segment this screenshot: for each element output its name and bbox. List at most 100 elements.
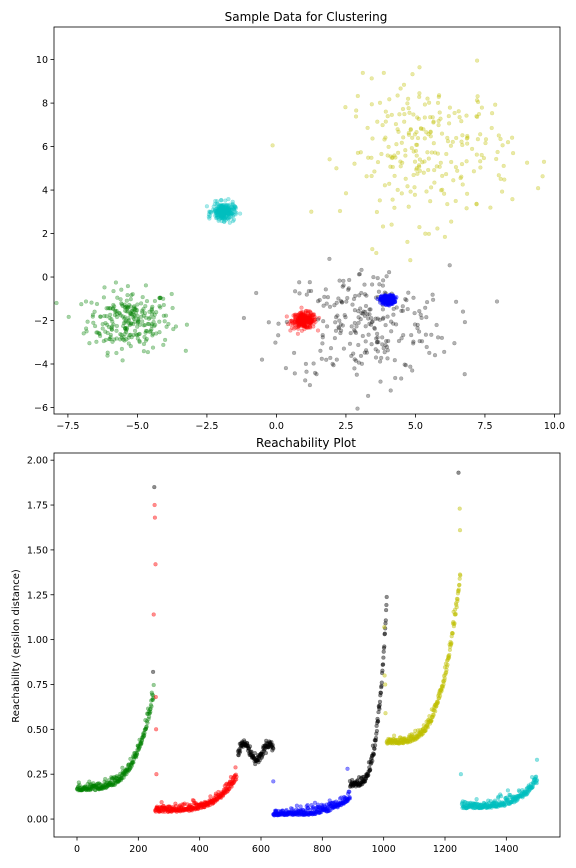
data-point bbox=[307, 309, 313, 314]
y-tick-label: 1.50 bbox=[27, 545, 48, 556]
data-point bbox=[299, 324, 304, 329]
data-point bbox=[306, 315, 311, 320]
data-point bbox=[302, 321, 307, 326]
data-point bbox=[154, 331, 159, 336]
reachability-point bbox=[454, 605, 459, 610]
data-point bbox=[316, 299, 321, 304]
reachability-point bbox=[345, 766, 350, 771]
data-point bbox=[106, 306, 111, 311]
data-point bbox=[464, 159, 469, 164]
data-point bbox=[411, 295, 416, 300]
data-point bbox=[459, 162, 465, 167]
data-point bbox=[293, 323, 298, 328]
data-point bbox=[128, 332, 133, 337]
reachability-point bbox=[252, 750, 257, 756]
data-point bbox=[300, 320, 305, 325]
data-point bbox=[110, 339, 115, 344]
data-point bbox=[370, 319, 375, 324]
data-point bbox=[341, 283, 346, 288]
data-point bbox=[289, 318, 294, 323]
data-point bbox=[438, 160, 443, 165]
data-point bbox=[302, 316, 307, 321]
data-point bbox=[131, 309, 136, 315]
data-point bbox=[122, 316, 127, 321]
data-point bbox=[400, 308, 405, 313]
data-point bbox=[498, 136, 503, 142]
data-point bbox=[382, 183, 387, 188]
data-point bbox=[460, 309, 466, 314]
y-tick-label: 0.50 bbox=[27, 725, 48, 736]
reachability-point bbox=[383, 682, 388, 687]
data-point bbox=[346, 287, 351, 292]
data-point bbox=[399, 140, 404, 145]
data-point bbox=[321, 319, 326, 324]
data-point bbox=[170, 305, 175, 311]
data-point bbox=[381, 315, 386, 320]
y-tick-label: −6 bbox=[34, 403, 48, 414]
data-point bbox=[406, 204, 411, 209]
data-point bbox=[387, 298, 392, 303]
axes-frame bbox=[53, 26, 561, 415]
data-point bbox=[303, 313, 308, 318]
data-point bbox=[455, 168, 460, 173]
data-point bbox=[302, 314, 308, 319]
data-point bbox=[306, 313, 312, 318]
data-point bbox=[454, 135, 459, 141]
data-point bbox=[333, 320, 338, 325]
data-point bbox=[84, 329, 89, 334]
data-point bbox=[297, 322, 302, 327]
data-point bbox=[140, 295, 145, 300]
data-point bbox=[301, 312, 306, 317]
data-point bbox=[385, 114, 390, 119]
data-point bbox=[302, 323, 307, 328]
data-point bbox=[123, 305, 128, 310]
data-point bbox=[149, 327, 154, 332]
data-point bbox=[302, 318, 308, 323]
data-point bbox=[321, 303, 326, 308]
data-point bbox=[475, 58, 480, 63]
data-point bbox=[143, 328, 149, 333]
data-point bbox=[379, 293, 385, 298]
data-point bbox=[141, 341, 147, 347]
data-point bbox=[414, 166, 419, 171]
data-point bbox=[359, 361, 364, 366]
data-point bbox=[301, 322, 306, 327]
data-point bbox=[129, 335, 134, 340]
data-point bbox=[107, 315, 112, 321]
reachability-point bbox=[377, 699, 383, 704]
data-point bbox=[394, 305, 399, 310]
data-point bbox=[296, 321, 301, 326]
data-point bbox=[148, 315, 153, 320]
data-point bbox=[291, 313, 296, 318]
data-point bbox=[309, 318, 314, 323]
data-point bbox=[305, 318, 310, 323]
data-point bbox=[460, 133, 465, 138]
reachability-point bbox=[534, 778, 540, 783]
data-point bbox=[386, 297, 392, 302]
x-tick-label: 5.0 bbox=[408, 421, 423, 432]
data-point bbox=[383, 343, 388, 348]
data-point bbox=[299, 313, 304, 318]
data-point bbox=[299, 322, 304, 327]
data-point bbox=[360, 311, 365, 316]
data-point bbox=[304, 292, 309, 297]
data-point bbox=[382, 290, 387, 295]
data-point bbox=[299, 315, 304, 320]
x-tick-label: 400 bbox=[191, 844, 209, 855]
data-point bbox=[171, 327, 176, 332]
data-point bbox=[374, 209, 379, 215]
data-point bbox=[309, 317, 314, 322]
data-point bbox=[395, 187, 400, 192]
x-tick-label: 600 bbox=[252, 844, 270, 855]
data-point bbox=[417, 65, 422, 70]
reachability-point bbox=[499, 794, 504, 799]
data-point bbox=[303, 318, 308, 323]
reachability-point bbox=[379, 680, 384, 685]
data-point bbox=[403, 297, 408, 302]
data-point bbox=[490, 111, 495, 116]
data-point bbox=[345, 295, 350, 301]
data-point bbox=[370, 247, 375, 252]
reachability-point bbox=[131, 760, 136, 765]
data-point bbox=[444, 172, 449, 177]
data-point bbox=[141, 323, 146, 328]
